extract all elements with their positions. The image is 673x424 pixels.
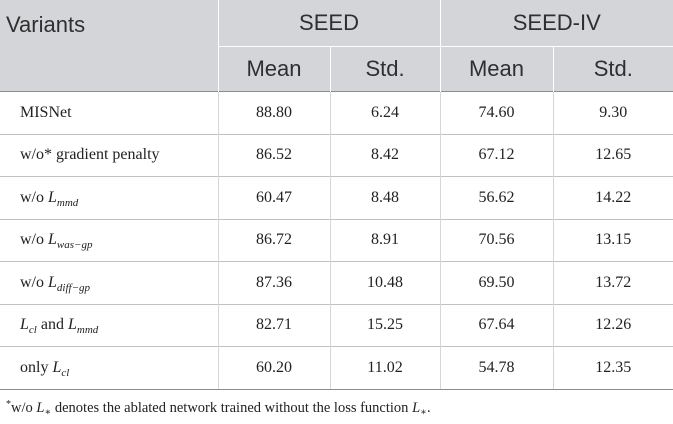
seed-iv-mean-cell: 67.12 [439, 133, 554, 177]
variant-name-cell: only Lcl [0, 346, 218, 390]
variant-name-cell: w/o Ldiff−gp [0, 261, 218, 304]
footnote-symbol-sub: ∗ [44, 407, 52, 418]
seed-iv-std-cell: 14.22 [552, 176, 673, 219]
footnote-symbol-2-sub: ∗ [420, 407, 427, 418]
loss-symbol: L [52, 358, 62, 376]
header-seed-std: Std. [329, 46, 441, 92]
seed-iv-std-cell: 13.15 [552, 218, 673, 262]
footnote-symbol: L [36, 400, 45, 416]
header-group-seed: SEED [217, 0, 441, 47]
loss-symbol-2: L [67, 316, 77, 334]
seed-iv-mean-cell: 70.56 [439, 218, 554, 262]
footnote-text-c: . [426, 400, 431, 416]
seed-mean-cell: 60.20 [217, 346, 330, 390]
loss-subscript: was−gp [56, 239, 93, 252]
seed-std-cell: 8.91 [329, 218, 441, 262]
variant-text: w/o [20, 273, 48, 291]
ablation-table: Variants SEED SEED-IV Mean Std. Mean Std… [0, 0, 673, 390]
table-row: w/o Lwas−gp 86.72 8.91 70.56 13.15 [0, 218, 673, 262]
seed-std-cell: 8.48 [329, 176, 441, 219]
footnote-mark: * [6, 399, 11, 410]
loss-subscript: cl [61, 366, 70, 379]
seed-iv-std-cell: 13.72 [552, 261, 673, 304]
header-group-seed-iv: SEED-IV [439, 0, 673, 47]
seed-mean-cell: 87.36 [217, 261, 330, 304]
seed-std-cell: 6.24 [329, 91, 441, 134]
variant-name-cell: w/o Lwas−gp [0, 218, 218, 262]
variant-text: MISNet [20, 103, 72, 121]
seed-iv-mean-cell: 67.64 [439, 303, 554, 347]
seed-iv-std-cell: 12.65 [552, 133, 673, 177]
seed-mean-cell: 86.52 [217, 133, 330, 177]
table-row: Lcl and Lmmd 82.71 15.25 67.64 12.26 [0, 303, 673, 347]
table-body: MISNet 88.80 6.24 74.60 9.30 w/o* gradient pe… [0, 91, 673, 390]
seed-mean-cell: 88.80 [217, 91, 330, 134]
variant-text: w/o* gradient penalty [20, 146, 160, 164]
variant-text: only [20, 358, 53, 376]
loss-subscript: diff−gp [56, 281, 90, 294]
seed-std-cell: 8.42 [329, 133, 441, 177]
loss-subscript: mmd [56, 196, 79, 209]
footnote-text-a: w/o [11, 400, 37, 416]
seed-iv-std-cell: 9.30 [552, 91, 673, 134]
seed-iv-mean-cell: 56.62 [439, 176, 554, 219]
seed-std-cell: 15.25 [329, 303, 441, 347]
seed-mean-cell: 86.72 [217, 218, 330, 262]
header-seed-iv-std: Std. [552, 46, 673, 92]
seed-mean-cell: 82.71 [217, 303, 330, 347]
variant-text: w/o [20, 231, 48, 249]
header-variants: Variants [0, 0, 218, 92]
header-seed-iv-mean: Mean [439, 46, 554, 92]
table-footnote: *w/o L∗ denotes the ablated network trai… [6, 399, 431, 418]
loss-symbol: L [20, 316, 29, 334]
variant-name-cell: w/o Lmmd [0, 176, 218, 219]
variant-name-cell: MISNet [0, 91, 218, 134]
variant-text: w/o [20, 188, 48, 206]
header-seed-mean: Mean [217, 46, 330, 92]
variant-name-cell: Lcl and Lmmd [0, 303, 218, 347]
table-row: w/o Ldiff−gp 87.36 10.48 69.50 13.72 [0, 261, 673, 304]
seed-iv-mean-cell: 74.60 [439, 91, 554, 134]
seed-iv-std-cell: 12.26 [552, 303, 673, 347]
loss-subscript: cl [28, 324, 37, 337]
seed-mean-cell: 60.47 [217, 176, 330, 219]
table-row: w/o* gradient penalty 86.52 8.42 67.12 12.65 [0, 133, 673, 177]
variant-name-cell: w/o* gradient penalty [0, 133, 218, 177]
loss-symbol: L [48, 273, 57, 291]
footnote-text-b: denotes the ablated network trained with… [51, 400, 413, 416]
loss-symbol: L [48, 188, 57, 206]
seed-iv-mean-cell: 69.50 [439, 261, 554, 304]
variant-text-joiner: and [36, 316, 68, 334]
loss-symbol: L [48, 231, 57, 249]
loss-subscript-2: mmd [76, 324, 99, 337]
table-row: only Lcl 60.20 11.02 54.78 12.35 [0, 346, 673, 390]
footnote-symbol-2: L [412, 400, 421, 416]
table-row: MISNet 88.80 6.24 74.60 9.30 [0, 91, 673, 134]
seed-iv-std-cell: 12.35 [552, 346, 673, 390]
seed-iv-mean-cell: 54.78 [439, 346, 554, 390]
seed-std-cell: 11.02 [329, 346, 441, 390]
table-header: Variants SEED SEED-IV Mean Std. Mean Std… [0, 0, 673, 92]
seed-std-cell: 10.48 [329, 261, 441, 304]
table-row: w/o Lmmd 60.47 8.48 56.62 14.22 [0, 176, 673, 219]
